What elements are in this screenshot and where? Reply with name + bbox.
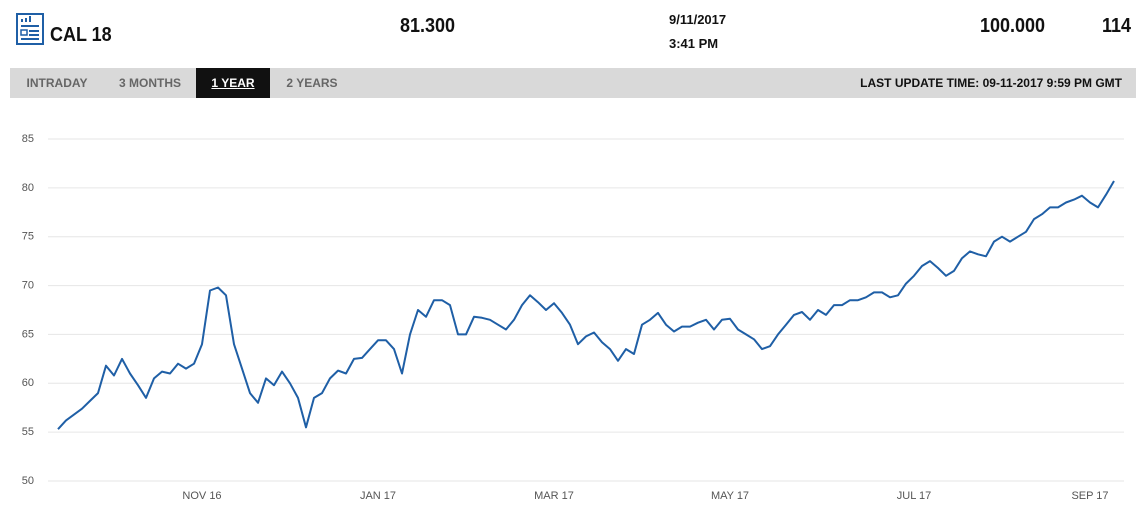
tab[interactable]: 3 MONTHS [118,76,181,90]
tab-active[interactable]: 1 YEAR [196,68,270,98]
y-tick-label: 55 [22,426,34,438]
last-price: 81.300 [400,15,456,37]
y-tick-label: 70 [22,279,34,291]
x-tick-label: JUL 17 [897,490,931,502]
y-tick-label: 50 [22,475,34,487]
y-tick-label: 60 [22,377,34,389]
y-tick-label: 85 [22,133,34,145]
volume: 114 [1102,15,1132,37]
time: 3:41 PM [669,36,719,51]
tab[interactable]: 2 YEARS [286,76,338,90]
x-tick-label: NOV 16 [182,490,221,502]
y-tick-label: 75 [22,231,34,243]
high-value: 100.000 [980,15,1046,37]
price-line [57,180,1115,430]
last-update: LAST UPDATE TIME: 09-11-2017 9:59 PM GMT [860,76,1122,90]
y-tick-label: 80 [22,182,34,194]
y-tick-label: 65 [22,328,34,340]
doc-icon [16,13,44,45]
x-tick-label: MAR 17 [534,490,574,502]
x-tick-label: SEP 17 [1071,490,1108,502]
date: 9/11/2017 [669,12,727,27]
tab-bar: INTRADAY 3 MONTHS 1 YEAR 2 YEARS LAST UP… [10,68,1136,98]
x-tick-label: MAY 17 [711,490,749,502]
symbol: CAL 18 [50,24,112,46]
tab[interactable]: INTRADAY [26,76,88,90]
x-tick-label: JAN 17 [360,490,396,502]
